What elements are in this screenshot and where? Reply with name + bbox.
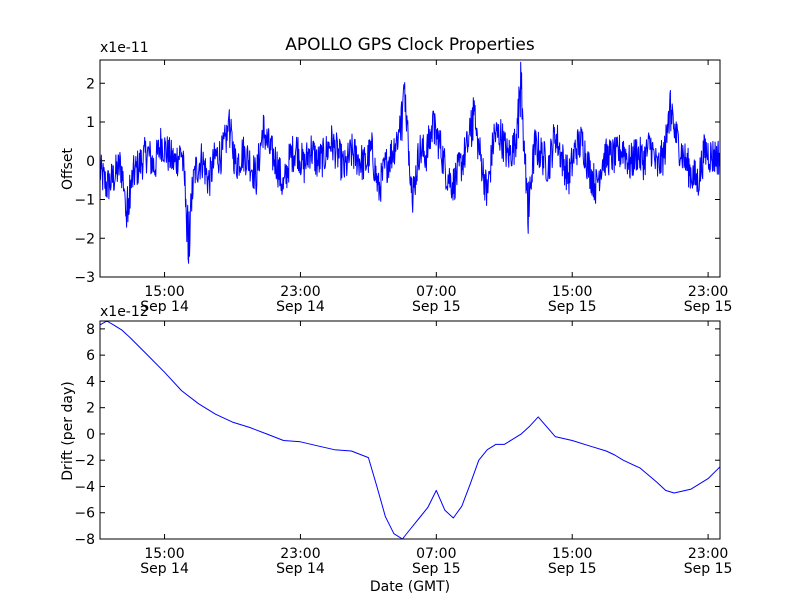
ytick-label: −4 [74, 479, 95, 495]
ytick-label: 6 [86, 348, 95, 364]
xtick-time-label: 07:00 [416, 284, 456, 300]
drift-series-line [99, 320, 721, 540]
ytick-label: 0 [86, 427, 95, 443]
ytick-label: 8 [86, 322, 95, 338]
xtick-date-label: Sep 14 [276, 561, 325, 577]
xtick-time-label: 15:00 [552, 284, 592, 300]
xtick-date-label: Sep 14 [140, 561, 189, 577]
xtick-date-label: Sep 15 [548, 561, 597, 577]
drift-axes-frame [99, 320, 721, 540]
offset-multiplier: x1e-11 [100, 40, 149, 56]
ytick-label: 4 [86, 374, 95, 390]
xtick-time-label: 23:00 [688, 284, 728, 300]
ytick-label: 2 [86, 76, 95, 92]
ytick-label: −1 [74, 193, 95, 209]
ytick-label: −6 [74, 506, 95, 522]
offset-ylabel: Offset [60, 147, 76, 190]
ytick-label: 2 [86, 401, 95, 417]
xtick-date-label: Sep 15 [412, 299, 461, 315]
offset-series [99, 61, 721, 264]
ytick-label: −8 [74, 532, 95, 548]
xtick-date-label: Sep 15 [684, 299, 733, 315]
drift-xlabel: Date (GMT) [370, 579, 450, 595]
xtick-date-label: Sep 14 [276, 299, 325, 315]
xtick-time-label: 07:00 [416, 546, 456, 562]
xtick-time-label: 15:00 [144, 284, 184, 300]
ytick-label: 0 [86, 154, 95, 170]
drift-multiplier: x1e-12 [100, 304, 149, 320]
xtick-date-label: Sep 14 [140, 299, 189, 315]
xtick-time-label: 23:00 [688, 546, 728, 562]
drift-axes: x1e-12 Drift (per day) 8 6 4 2 0 −2 −4 −6 −8 15:0… [60, 304, 732, 595]
drift-series [99, 320, 721, 540]
offset-series-line [99, 61, 721, 264]
xtick-date-label: Sep 15 [684, 561, 733, 577]
chart-title: APOLLO GPS Clock Properties [285, 35, 535, 55]
xtick-time-label: 15:00 [144, 546, 184, 562]
xtick-date-label: Sep 15 [412, 561, 461, 577]
ytick-label: −2 [74, 231, 95, 247]
ytick-label: −2 [74, 453, 95, 469]
ytick-label: 1 [86, 115, 95, 131]
xtick-time-label: 23:00 [280, 546, 320, 562]
offset-axes-frame [99, 59, 721, 278]
ytick-label: −3 [74, 270, 95, 286]
xtick-time-label: 23:00 [280, 284, 320, 300]
drift-ylabel: Drift (per day) [60, 381, 76, 480]
xtick-time-label: 15:00 [552, 546, 592, 562]
xtick-date-label: Sep 15 [548, 299, 597, 315]
